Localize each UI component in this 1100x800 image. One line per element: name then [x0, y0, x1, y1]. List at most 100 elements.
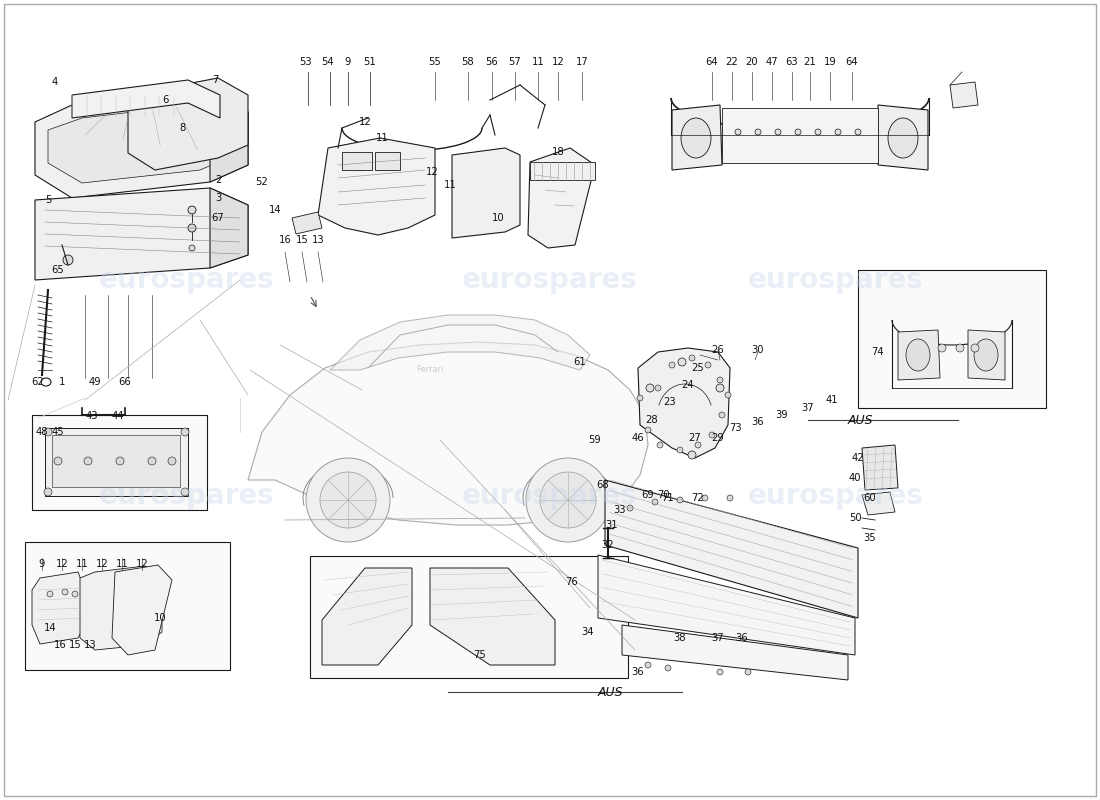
Circle shape	[835, 129, 842, 135]
Circle shape	[652, 499, 658, 505]
Text: 52: 52	[255, 177, 268, 187]
Circle shape	[678, 358, 686, 366]
Text: 12: 12	[359, 117, 372, 127]
Polygon shape	[248, 342, 648, 525]
Circle shape	[702, 495, 708, 501]
Polygon shape	[528, 148, 595, 248]
Polygon shape	[968, 330, 1005, 380]
Text: 12: 12	[551, 57, 564, 67]
Text: 32: 32	[602, 540, 614, 550]
Text: 6: 6	[162, 95, 168, 105]
Text: 47: 47	[766, 57, 779, 67]
Polygon shape	[605, 480, 858, 618]
Text: 33: 33	[614, 505, 626, 515]
Circle shape	[320, 472, 376, 528]
Text: 2: 2	[214, 175, 221, 185]
Polygon shape	[330, 315, 590, 370]
Circle shape	[646, 384, 654, 392]
Polygon shape	[898, 330, 940, 380]
Text: 42: 42	[851, 453, 865, 463]
Text: 22: 22	[726, 57, 738, 67]
Circle shape	[526, 458, 610, 542]
Bar	[858, 270, 1046, 408]
Text: 8: 8	[179, 123, 185, 133]
Text: 51: 51	[364, 57, 376, 67]
Text: 48: 48	[35, 427, 48, 437]
Circle shape	[719, 412, 725, 418]
Bar	[32, 415, 207, 510]
Text: 37: 37	[712, 633, 724, 643]
Text: 4: 4	[52, 77, 58, 87]
Text: 26: 26	[712, 345, 725, 355]
Text: 72: 72	[692, 493, 704, 503]
Text: 5: 5	[45, 195, 52, 205]
Text: 60: 60	[864, 493, 877, 503]
Text: 11: 11	[443, 180, 456, 190]
Text: eurospares: eurospares	[99, 482, 275, 510]
Circle shape	[84, 457, 92, 465]
Circle shape	[688, 451, 696, 459]
Text: 30: 30	[751, 345, 764, 355]
Polygon shape	[621, 625, 848, 680]
Bar	[530, 162, 595, 180]
Text: 50: 50	[849, 513, 861, 523]
Text: 67: 67	[211, 213, 224, 223]
Text: 41: 41	[826, 395, 838, 405]
Text: 9: 9	[344, 57, 351, 67]
Bar	[722, 108, 878, 163]
Text: 11: 11	[531, 57, 544, 67]
Text: 74: 74	[871, 347, 884, 357]
Polygon shape	[210, 88, 248, 182]
Text: 36: 36	[751, 417, 764, 427]
Text: 45: 45	[52, 427, 64, 437]
Circle shape	[666, 665, 671, 671]
Text: 56: 56	[485, 57, 498, 67]
Circle shape	[63, 255, 73, 265]
Circle shape	[148, 457, 156, 465]
Circle shape	[116, 457, 124, 465]
Text: 25: 25	[692, 363, 704, 373]
Text: 15: 15	[296, 235, 308, 245]
Polygon shape	[318, 138, 434, 235]
Text: 14: 14	[44, 623, 56, 633]
Polygon shape	[598, 555, 855, 655]
Text: 55: 55	[429, 57, 441, 67]
Polygon shape	[950, 82, 978, 108]
Text: 35: 35	[864, 533, 877, 543]
Circle shape	[776, 129, 781, 135]
Text: 29: 29	[712, 433, 725, 443]
Circle shape	[47, 591, 53, 597]
Text: 16: 16	[278, 235, 292, 245]
Text: 58: 58	[462, 57, 474, 67]
Text: 17: 17	[575, 57, 589, 67]
Polygon shape	[452, 148, 520, 238]
Polygon shape	[32, 572, 85, 644]
Text: Ferrari: Ferrari	[416, 365, 443, 374]
Text: 15: 15	[68, 640, 81, 650]
Text: 19: 19	[824, 57, 836, 67]
Circle shape	[306, 458, 390, 542]
Circle shape	[710, 432, 715, 438]
Circle shape	[971, 344, 979, 352]
Text: 12: 12	[96, 559, 109, 569]
Text: AUS: AUS	[848, 414, 873, 426]
Bar	[375, 152, 400, 170]
Circle shape	[695, 442, 701, 448]
Polygon shape	[45, 428, 188, 496]
Text: 46: 46	[631, 433, 645, 443]
Text: 43: 43	[86, 411, 98, 421]
Text: 27: 27	[689, 433, 702, 443]
Text: 14: 14	[268, 205, 282, 215]
Circle shape	[676, 497, 683, 503]
Text: eurospares: eurospares	[748, 482, 924, 510]
Circle shape	[938, 344, 946, 352]
Circle shape	[689, 355, 695, 361]
Ellipse shape	[906, 339, 930, 371]
Polygon shape	[210, 188, 248, 268]
Text: 68: 68	[596, 480, 609, 490]
Circle shape	[72, 591, 78, 597]
Text: 71: 71	[661, 493, 674, 503]
Text: 36: 36	[631, 667, 645, 677]
Circle shape	[182, 488, 189, 496]
Polygon shape	[430, 568, 556, 665]
